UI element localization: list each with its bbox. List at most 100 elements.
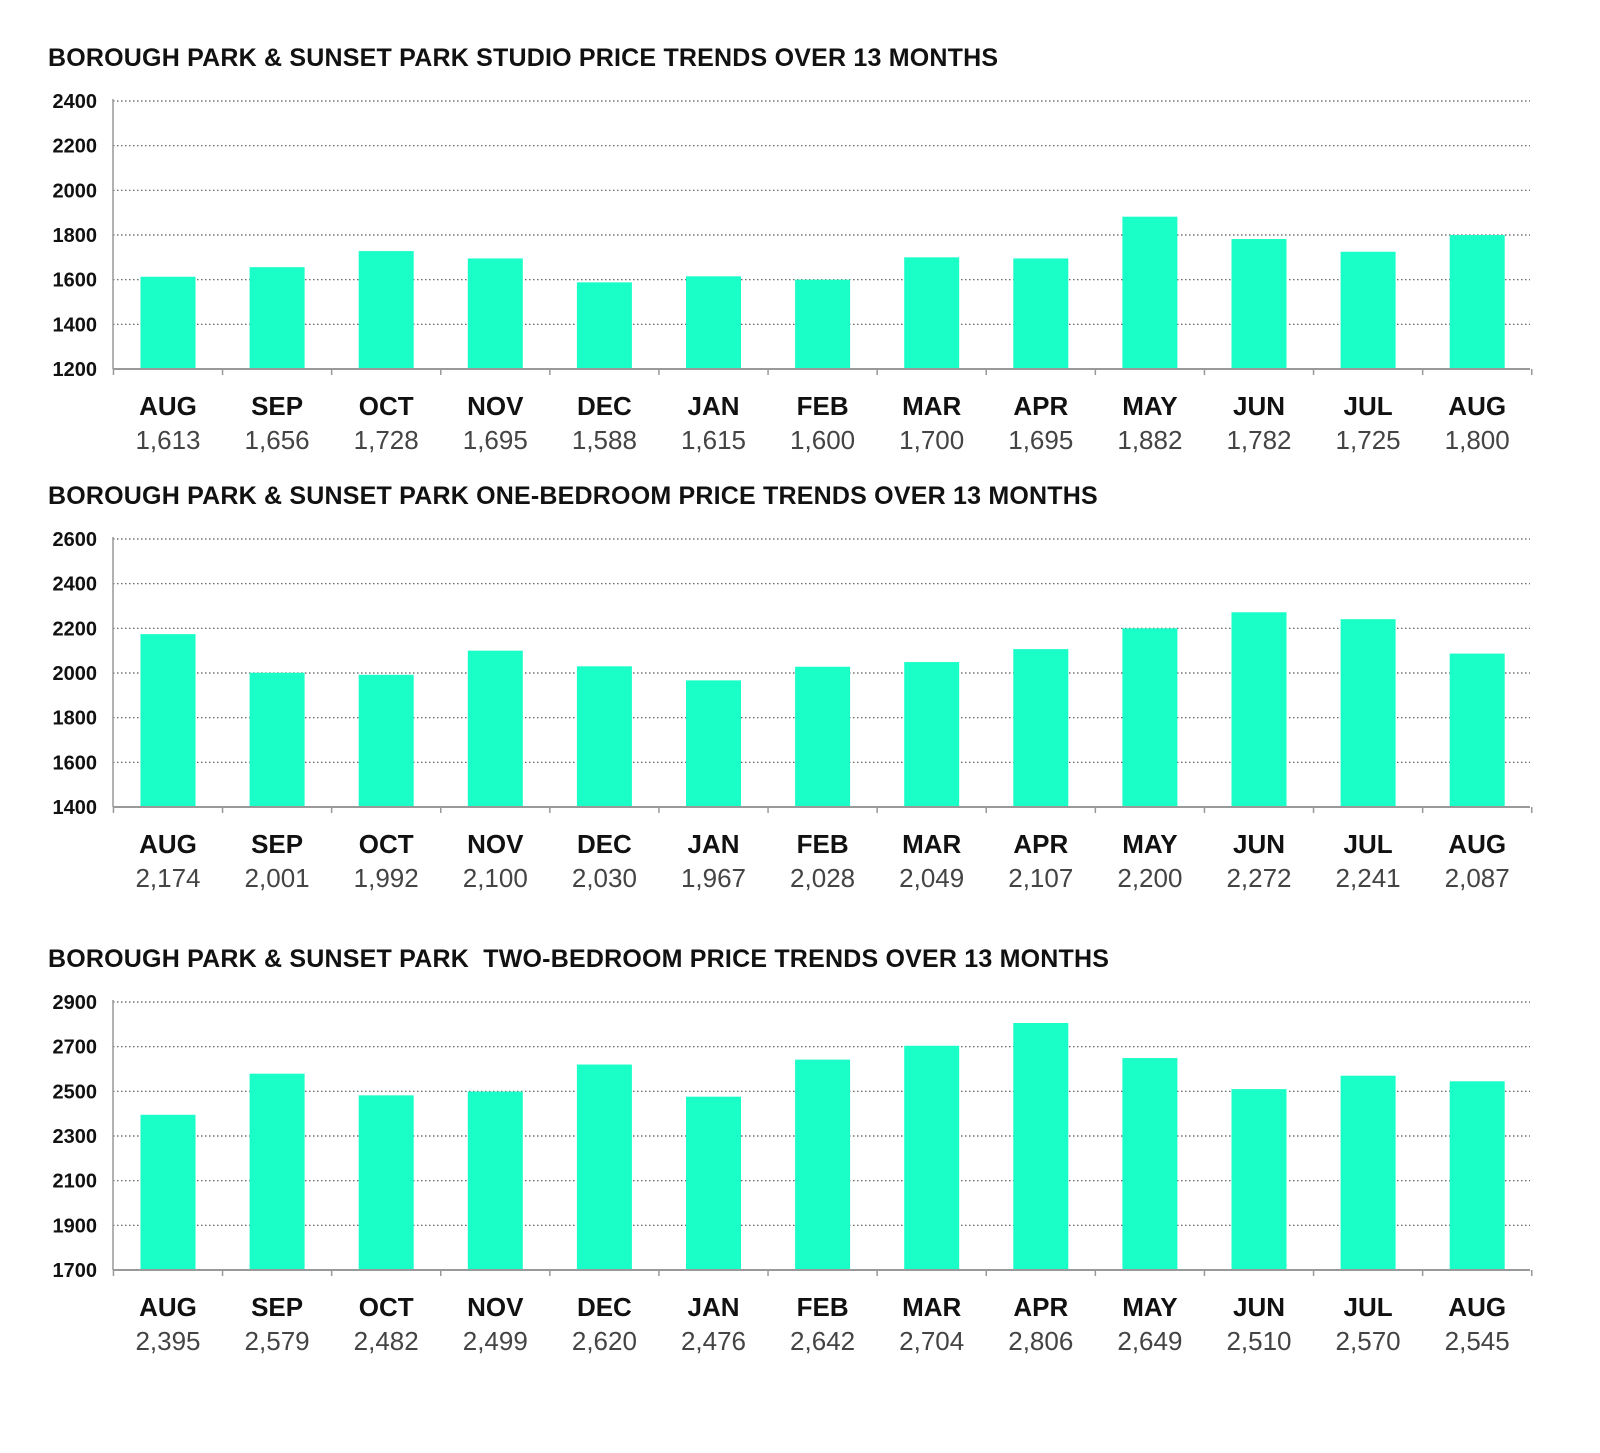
x-category-label: AUG [1448, 391, 1506, 421]
x-category-label: JAN [687, 1292, 739, 1322]
bar-value-label: 1,725 [1336, 425, 1401, 455]
y-tick-label: 2300 [53, 1126, 98, 1148]
x-category-label: MAY [1122, 1292, 1177, 1322]
bar-value-label: 2,087 [1445, 863, 1510, 893]
bar [358, 251, 414, 369]
bar-value-label: 2,510 [1226, 1326, 1291, 1356]
x-category-label: MAR [902, 1292, 961, 1322]
x-category-label: SEP [251, 1292, 303, 1322]
bar-value-label: 2,241 [1336, 863, 1401, 893]
y-tick-label: 2900 [53, 992, 98, 1014]
one-bedroom-chart-panel: BOROUGH PARK & SUNSET PARK ONE-BEDROOM P… [0, 482, 1600, 922]
two-bedroom-chart-title: BOROUGH PARK & SUNSET PARK TWO-BEDROOM P… [48, 945, 1110, 973]
bar-value-label: 2,107 [1008, 863, 1073, 893]
one-bedroom-chart: 1400 1600 1800 2000 2200 2400 2600 AUG 2,174 SEP 2… [53, 529, 1533, 893]
bar [1231, 612, 1287, 807]
bar [795, 666, 851, 807]
x-category-label: OCT [359, 391, 414, 421]
x-category-label: APR [1013, 391, 1068, 421]
bar [467, 1091, 523, 1270]
bar [1231, 239, 1287, 369]
bar [904, 257, 960, 369]
studio-chart-panel: BOROUGH PARK & SUNSET PARK STUDIO PRICE … [0, 44, 1600, 464]
bar [1122, 1058, 1178, 1270]
bar-value-label: 2,476 [681, 1326, 746, 1356]
x-category-label: MAY [1122, 391, 1177, 421]
bar-value-label: 2,030 [572, 863, 637, 893]
y-tick-label: 2700 [53, 1037, 98, 1059]
bar [1340, 251, 1396, 369]
bar-value-label: 2,174 [135, 863, 200, 893]
x-category-label: SEP [251, 391, 303, 421]
bar [795, 1059, 851, 1270]
bar [904, 662, 960, 807]
x-category-label: JUL [1344, 391, 1393, 421]
x-category-label: APR [1013, 1292, 1068, 1322]
x-category-label: MAY [1122, 829, 1177, 859]
y-tick-label: 2200 [53, 136, 98, 158]
x-category-label: JAN [687, 391, 739, 421]
bar-value-label: 1,695 [463, 425, 528, 455]
bar-value-label: 2,100 [463, 863, 528, 893]
bar-value-label: 2,272 [1226, 863, 1291, 893]
x-category-label: OCT [359, 829, 414, 859]
y-tick-label: 1600 [53, 270, 98, 292]
bar [358, 1095, 414, 1270]
bar [1013, 1022, 1069, 1270]
x-category-label: DEC [577, 829, 632, 859]
bar-value-label: 2,649 [1117, 1326, 1182, 1356]
two-bedroom-chart-panel: BOROUGH PARK & SUNSET PARK TWO-BEDROOM P… [0, 945, 1600, 1385]
bar [576, 666, 632, 807]
x-category-label: AUG [139, 1292, 197, 1322]
y-tick-label: 1400 [53, 314, 98, 336]
x-category-label: MAR [902, 391, 961, 421]
y-tick-label: 2400 [53, 91, 98, 113]
x-category-label: JUN [1233, 391, 1285, 421]
x-category-label: AUG [1448, 1292, 1506, 1322]
x-category-label: AUG [139, 829, 197, 859]
bar-value-label: 2,028 [790, 863, 855, 893]
bar [686, 1096, 741, 1270]
y-tick-label: 1700 [53, 1260, 98, 1282]
y-tick-label: 2400 [53, 574, 98, 596]
bar-value-label: 1,613 [135, 425, 200, 455]
bar [1449, 235, 1505, 369]
bar [249, 672, 305, 807]
bar [140, 1114, 196, 1270]
bar [1449, 1081, 1505, 1270]
x-category-label: NOV [467, 391, 524, 421]
x-category-label: JUN [1233, 1292, 1285, 1322]
bar-value-label: 1,882 [1117, 425, 1182, 455]
bar [686, 680, 741, 807]
bar [1340, 619, 1396, 807]
bar-value-label: 1,992 [354, 863, 419, 893]
bar [1449, 653, 1505, 807]
bar-value-label: 2,482 [354, 1326, 419, 1356]
bar-value-label: 2,642 [790, 1326, 855, 1356]
x-category-label: OCT [359, 1292, 414, 1322]
bar-value-label: 2,545 [1445, 1326, 1510, 1356]
y-tick-label: 2500 [53, 1081, 98, 1103]
y-tick-label: 2200 [53, 618, 98, 640]
x-category-label: JAN [687, 829, 739, 859]
bar-value-label: 1,800 [1445, 425, 1510, 455]
bar [1340, 1075, 1396, 1270]
bar-value-label: 2,704 [899, 1326, 964, 1356]
bar [576, 1064, 632, 1270]
bar-value-label: 1,728 [354, 425, 419, 455]
x-category-label: FEB [797, 829, 849, 859]
bar-value-label: 1,600 [790, 425, 855, 455]
y-tick-label: 2100 [53, 1171, 98, 1193]
bar [1013, 258, 1069, 369]
y-tick-label: 2000 [53, 180, 98, 202]
x-category-label: DEC [577, 391, 632, 421]
bar-value-label: 2,395 [135, 1326, 200, 1356]
studio-chart-title: BOROUGH PARK & SUNSET PARK STUDIO PRICE … [48, 44, 999, 72]
bar [904, 1045, 960, 1270]
bar [249, 1073, 305, 1270]
bar-value-label: 1,615 [681, 425, 746, 455]
x-category-label: NOV [467, 829, 524, 859]
bar-value-label: 2,570 [1336, 1326, 1401, 1356]
y-tick-label: 1800 [53, 225, 98, 247]
bar-value-label: 1,588 [572, 425, 637, 455]
